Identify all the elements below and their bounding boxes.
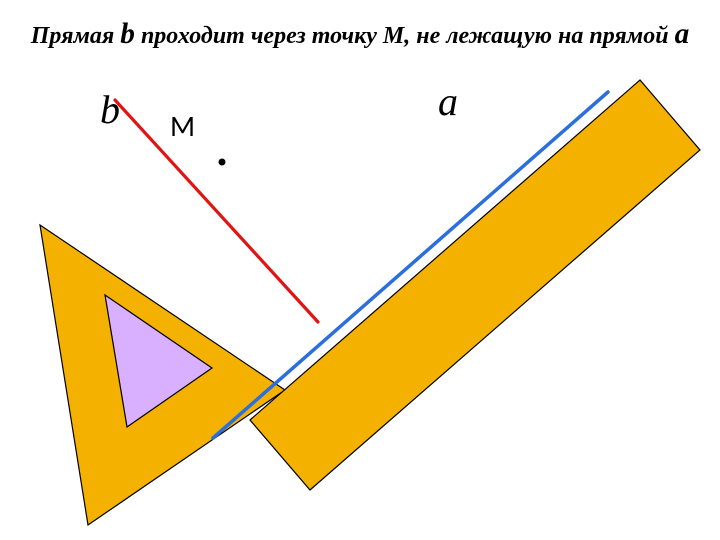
label-m: М (170, 108, 195, 144)
ruler (250, 80, 700, 490)
label-b: b (100, 86, 120, 133)
label-a: а (438, 78, 458, 125)
diagram-stage: Прямая b проходит через точку М, не лежа… (0, 0, 720, 540)
line-b (115, 100, 318, 322)
diagram-svg (0, 0, 720, 540)
point-m (219, 159, 226, 166)
